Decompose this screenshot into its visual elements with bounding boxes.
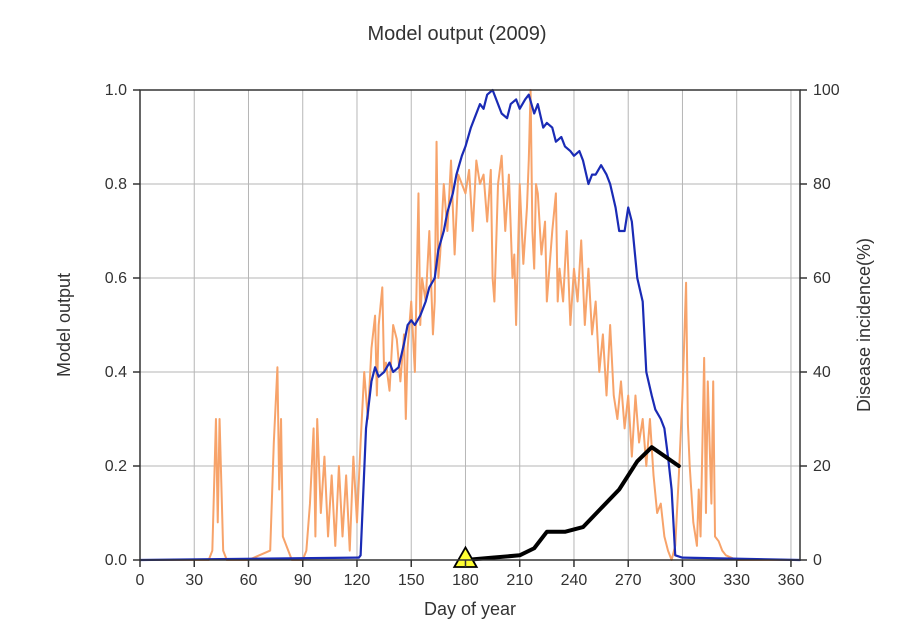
- x-tick-label: 210: [506, 572, 533, 589]
- x-tick-label: 300: [669, 572, 696, 589]
- x-tick-label: 0: [136, 572, 145, 589]
- y-left-tick-label: 0.4: [105, 364, 127, 381]
- x-tick-label: 240: [561, 572, 588, 589]
- x-tick-label: 60: [240, 572, 258, 589]
- y-left-tick-label: 0.8: [105, 176, 127, 193]
- y-right-tick-label: 60: [813, 270, 831, 287]
- y-right-tick-label: 20: [813, 458, 831, 475]
- chart-svg: 0 30 60 90 120 150 180 210 240 270 300 330 360 Day of…: [0, 0, 914, 633]
- x-tick-label: 180: [452, 572, 479, 589]
- x-tick-label: 360: [778, 572, 805, 589]
- series-orange: [140, 90, 800, 560]
- y-left-tick-label: 0.2: [105, 458, 127, 475]
- y-right-tick-label: 80: [813, 176, 831, 193]
- y-right-tick-label: 0: [813, 552, 822, 569]
- y-right-tick-label: 100: [813, 82, 840, 99]
- x-tick-label: 150: [398, 572, 425, 589]
- axes: 0 30 60 90 120 150 180 210 240 270 300 330 360 Day of…: [54, 82, 874, 619]
- x-tick-label: 330: [723, 572, 750, 589]
- x-tick-label: 120: [344, 572, 371, 589]
- x-axis-label: Day of year: [424, 599, 516, 619]
- x-tick-label: 90: [294, 572, 312, 589]
- y-left-tick-label: 0.0: [105, 552, 127, 569]
- y-right-axis-label: Disease incidence(%): [854, 238, 874, 412]
- y-right-tick-label: 40: [813, 364, 831, 381]
- x-tick-label: 30: [185, 572, 203, 589]
- y-left-tick-label: 0.6: [105, 270, 127, 287]
- chart-container: 0 30 60 90 120 150 180 210 240 270 300 330 360 Day of…: [0, 0, 914, 633]
- y-left-axis-label: Model output: [54, 273, 74, 377]
- y-left-tick-label: 1.0: [105, 82, 127, 99]
- x-tick-label: 270: [615, 572, 642, 589]
- chart-title: Model output (2009): [367, 23, 546, 45]
